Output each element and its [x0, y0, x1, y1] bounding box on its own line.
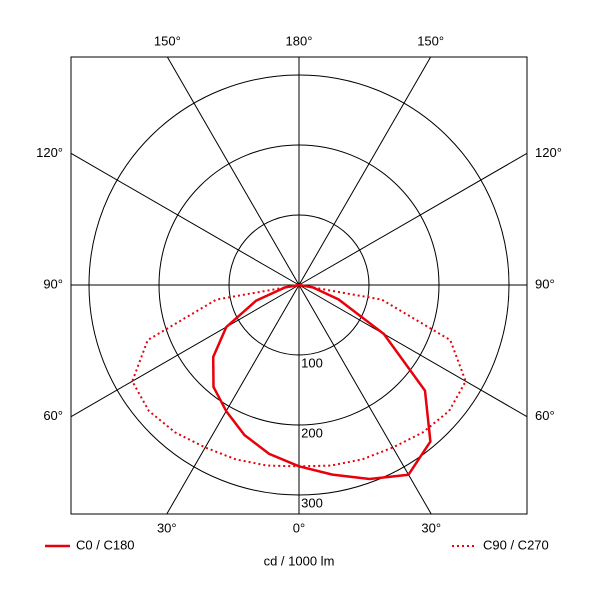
angle-tick-label: 0° — [293, 520, 305, 535]
r-tick-label: 100 — [301, 355, 323, 370]
angle-tick-label: 30° — [157, 520, 177, 535]
angle-tick-label: 180° — [286, 33, 313, 48]
angle-tick-label: 150° — [154, 33, 181, 48]
angle-tick-label: 60° — [43, 408, 63, 423]
grid-line — [298, 284, 528, 418]
angle-tick-label: 90° — [43, 276, 63, 291]
grid-line — [70, 152, 300, 286]
angle-tick-label: 150° — [417, 33, 444, 48]
r-tick-label: 200 — [301, 425, 323, 440]
angle-tick-label: 30° — [421, 520, 441, 535]
legend-label: C90 / C270 — [483, 537, 549, 552]
r-tick-label: 300 — [301, 495, 323, 510]
intensity-curve — [131, 284, 467, 468]
angle-tick-label: 120° — [535, 145, 562, 160]
intensity-curve — [211, 283, 432, 481]
grid-line — [166, 56, 300, 286]
grid-line — [298, 56, 432, 286]
grid-line — [70, 284, 300, 418]
angle-tick-label: 60° — [535, 408, 555, 423]
grid-line — [298, 152, 528, 286]
legend-label: C0 / C180 — [76, 537, 135, 552]
grid-line — [166, 284, 300, 515]
angle-tick-label: 120° — [36, 145, 63, 160]
grid-line — [298, 284, 432, 515]
x-axis-label: cd / 1000 lm — [264, 553, 335, 568]
angle-tick-label: 90° — [535, 276, 555, 291]
